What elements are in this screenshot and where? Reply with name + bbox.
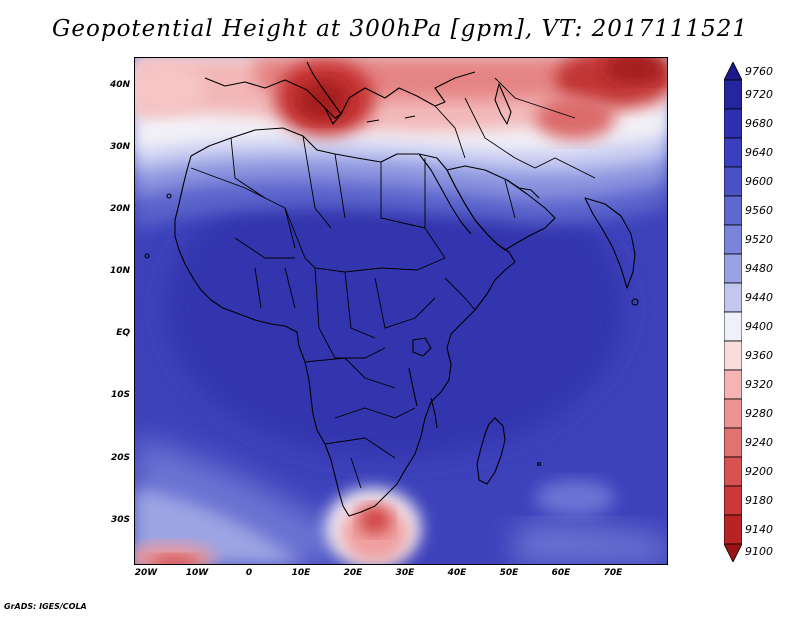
lat-label-10s: 10S bbox=[110, 390, 130, 400]
lon-label-60e: 60E bbox=[551, 568, 571, 578]
lake-victoria bbox=[412, 337, 432, 357]
italy-coastline bbox=[306, 61, 342, 119]
colorbar-swatch-9200 bbox=[724, 456, 742, 487]
lat-label-eq: EQ bbox=[116, 328, 130, 338]
lon-label-10e: 10E bbox=[291, 568, 311, 578]
colorbar-label-9100: 9100 bbox=[745, 545, 773, 559]
colorbar-swatch-9280 bbox=[724, 398, 742, 429]
colorbar-swatch-9760 bbox=[724, 62, 742, 81]
crete-cyprus bbox=[366, 115, 416, 123]
colorbar-swatch-9680 bbox=[724, 108, 742, 139]
lake-malawi bbox=[430, 397, 438, 429]
colorbar bbox=[724, 62, 742, 562]
caspian-sea bbox=[494, 83, 512, 125]
south-africa-trough bbox=[359, 506, 391, 534]
colorbar-swatch-9440 bbox=[724, 282, 742, 313]
central-africa-core bbox=[165, 158, 625, 458]
colorbar-swatch-9560 bbox=[724, 195, 742, 226]
colorbar-swatch-9360 bbox=[724, 340, 742, 371]
central-asia-low-core bbox=[605, 58, 665, 82]
southwest-red bbox=[150, 556, 200, 564]
arabia-coastline bbox=[446, 165, 556, 251]
country-borders bbox=[190, 77, 596, 489]
colorbar-swatch-9480 bbox=[724, 253, 742, 284]
colorbar-label-9200: 9200 bbox=[745, 464, 773, 478]
colorbar-label-9720: 9720 bbox=[745, 87, 773, 101]
lon-label-20e: 20E bbox=[343, 568, 363, 578]
indian-ocean-anomaly bbox=[535, 480, 615, 516]
colorbar-label-9140: 9140 bbox=[745, 522, 773, 536]
colorbar-swatch-9240 bbox=[724, 427, 742, 458]
colorbar-swatch-9520 bbox=[724, 224, 742, 255]
colorbar-label-9520: 9520 bbox=[745, 232, 773, 246]
africa-coastline bbox=[174, 127, 516, 517]
lat-label-20n: 20N bbox=[109, 204, 130, 214]
mauritius bbox=[536, 461, 542, 467]
colorbar-label-9180: 9180 bbox=[745, 493, 773, 507]
colorbar-label-9240: 9240 bbox=[745, 435, 773, 449]
northwest-pink bbox=[135, 63, 205, 113]
lat-label-30n: 30N bbox=[109, 142, 130, 152]
lon-label-70e: 70E bbox=[603, 568, 623, 578]
geopotential-field-map bbox=[135, 58, 667, 564]
colorbar-swatch-9640 bbox=[724, 137, 742, 168]
lake-tanganyika bbox=[408, 367, 418, 407]
india-coastline bbox=[584, 197, 636, 289]
colorbar-label-9680: 9680 bbox=[745, 116, 773, 130]
colorbar-swatch-9320 bbox=[724, 369, 742, 400]
lon-label-0: 0 bbox=[245, 568, 253, 578]
southwest-pink bbox=[135, 544, 215, 564]
lat-label-10n: 10N bbox=[109, 266, 130, 276]
colorbar-swatch-9100 bbox=[724, 543, 742, 562]
lon-label-50e: 50E bbox=[499, 568, 519, 578]
persian-gulf bbox=[506, 179, 540, 199]
colorbar-swatch-9140 bbox=[724, 514, 742, 545]
colorbar-label-9640: 9640 bbox=[745, 145, 773, 159]
lon-label-30e: 30E bbox=[395, 568, 415, 578]
mediterranean-trough-core bbox=[297, 80, 349, 120]
europe-coastline bbox=[204, 71, 476, 125]
colorbar-label-9360: 9360 bbox=[745, 348, 773, 362]
colorbar-label-9560: 9560 bbox=[745, 203, 773, 217]
colorbar-swatch-9600 bbox=[724, 166, 742, 197]
colorbar-label-9480: 9480 bbox=[745, 261, 773, 275]
sri-lanka bbox=[631, 298, 639, 306]
colorbar-label-9400: 9400 bbox=[745, 319, 773, 333]
colorbar-label-9600: 9600 bbox=[745, 174, 773, 188]
red-sea-coast bbox=[418, 153, 472, 235]
lat-label-20s: 20S bbox=[110, 453, 130, 463]
colorbar-swatch-9180 bbox=[724, 485, 742, 516]
plot-title: Geopotential Height at 300hPa [gpm], VT:… bbox=[52, 16, 748, 42]
grads-credit: GrADS: IGES/COLA bbox=[4, 602, 87, 611]
madagascar-coastline bbox=[476, 417, 506, 485]
map-panel bbox=[134, 57, 668, 565]
colorbar-swatch-9720 bbox=[724, 79, 742, 110]
coastlines bbox=[144, 61, 639, 517]
lon-label-20w: 20W bbox=[134, 568, 158, 578]
lat-label-40n: 40N bbox=[109, 80, 130, 90]
cape-verde bbox=[144, 253, 150, 259]
colorbar-label-9440: 9440 bbox=[745, 290, 773, 304]
southern-east-gradient bbox=[515, 523, 667, 564]
canary-islands bbox=[166, 193, 172, 199]
lon-label-40e: 40E bbox=[447, 568, 467, 578]
lat-label-30s: 30S bbox=[110, 515, 130, 525]
lon-label-10w: 10W bbox=[185, 568, 209, 578]
colorbar-label-9760: 9760 bbox=[745, 64, 773, 78]
colorbar-swatch-9400 bbox=[724, 311, 742, 342]
colorbar-label-9320: 9320 bbox=[745, 377, 773, 391]
colorbar-label-9280: 9280 bbox=[745, 406, 773, 420]
